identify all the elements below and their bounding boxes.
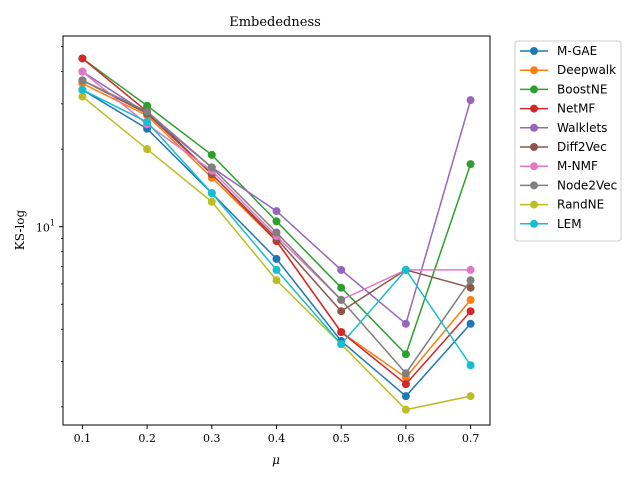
legend: M-GAE Deepwalk BoostNE NetMF Walklets Diff2Ve…: [514, 40, 622, 242]
legend-item: LEM: [520, 217, 582, 231]
data-point: [466, 361, 475, 370]
legend-box: [514, 40, 622, 242]
legend-marker: [530, 66, 538, 75]
x-axis: 0.1 0.2 0.3 0.4 0.5 0.6 0.7: [74, 425, 480, 445]
x-tick-label: 0.2: [138, 432, 156, 445]
data-point: [401, 319, 410, 328]
data-point: [337, 340, 346, 349]
data-point: [466, 160, 475, 169]
data-point: [78, 54, 87, 63]
data-point: [272, 265, 281, 274]
x-tick-label: 0.1: [74, 432, 92, 445]
legend-marker: [530, 85, 538, 94]
data-point: [207, 163, 216, 172]
data-point: [466, 265, 475, 274]
y-axis-label: KS-log: [13, 209, 27, 250]
series-boostne: [78, 54, 475, 359]
data-point: [337, 295, 346, 304]
data-point: [466, 392, 475, 401]
data-point: [401, 265, 410, 274]
data-point: [272, 254, 281, 263]
x-tick-label: 0.6: [397, 432, 415, 445]
data-point: [401, 380, 410, 389]
data-point: [78, 92, 87, 101]
data-point: [272, 276, 281, 285]
chart-title: Embededness: [229, 15, 321, 30]
x-tick-label: 0.3: [203, 432, 221, 445]
y-tick-exponent: 1: [50, 219, 55, 228]
data-point: [272, 217, 281, 226]
legend-label: NetMF: [557, 102, 595, 116]
legend-item: BoostNE: [520, 82, 607, 96]
data-point: [337, 328, 346, 337]
x-axis-label: μ: [272, 453, 280, 467]
legend-marker: [530, 143, 538, 151]
legend-item: Diff2Vec: [520, 140, 607, 154]
data-point: [143, 145, 152, 154]
x-tick-label: 0.7: [462, 432, 480, 445]
data-point: [207, 150, 216, 159]
legend-label: Node2Vec: [557, 178, 617, 192]
x-tick-label: 0.4: [268, 432, 286, 445]
data-point: [466, 307, 475, 316]
legend-marker: [530, 200, 538, 209]
series-layer: [78, 54, 475, 414]
data-point: [401, 369, 410, 378]
legend-item: RandNE: [520, 198, 604, 212]
data-point: [78, 85, 87, 94]
legend-label: Deepwalk: [557, 63, 616, 77]
x-tick-label: 0.5: [332, 432, 350, 445]
data-point: [78, 67, 87, 76]
series-lem: [78, 85, 475, 370]
legend-item: Walklets: [520, 121, 607, 135]
legend-marker: [530, 162, 538, 171]
y-tick-base: 10: [36, 222, 50, 235]
data-point: [466, 283, 475, 292]
data-point: [207, 197, 216, 206]
data-point: [401, 350, 410, 359]
y-axis: 101: [36, 46, 63, 408]
y-tick-label: 101: [36, 219, 55, 235]
data-point: [466, 96, 475, 105]
data-point: [401, 392, 410, 401]
data-point: [401, 405, 410, 414]
data-point: [143, 107, 152, 116]
data-point: [78, 76, 87, 85]
legend-label: BoostNE: [557, 82, 607, 96]
legend-label: Walklets: [557, 121, 607, 135]
legend-item: M-NMF: [520, 159, 598, 173]
data-point: [143, 118, 152, 127]
legend-marker: [530, 219, 538, 228]
legend-marker: [530, 104, 538, 113]
legend-item: Node2Vec: [520, 178, 617, 192]
data-point: [337, 265, 346, 274]
data-point: [143, 101, 152, 110]
data-point: [337, 283, 346, 292]
legend-item: Deepwalk: [520, 63, 616, 77]
legend-label: LEM: [557, 217, 582, 231]
legend-label: RandNE: [557, 198, 604, 212]
legend-marker: [530, 181, 538, 190]
data-point: [207, 189, 216, 198]
legend-label: M-NMF: [557, 159, 598, 173]
data-point: [337, 307, 346, 316]
legend-marker: [530, 123, 538, 132]
legend-label: M-GAE: [557, 44, 597, 58]
data-point: [466, 276, 475, 285]
data-point: [272, 207, 281, 216]
legend-marker: [530, 47, 538, 55]
series-node2vec: [78, 76, 475, 378]
data-point: [466, 295, 475, 304]
legend-item: NetMF: [520, 102, 595, 116]
data-point: [272, 228, 281, 237]
legend-item: M-GAE: [520, 44, 597, 58]
legend-label: Diff2Vec: [557, 140, 607, 154]
data-point: [466, 319, 475, 328]
